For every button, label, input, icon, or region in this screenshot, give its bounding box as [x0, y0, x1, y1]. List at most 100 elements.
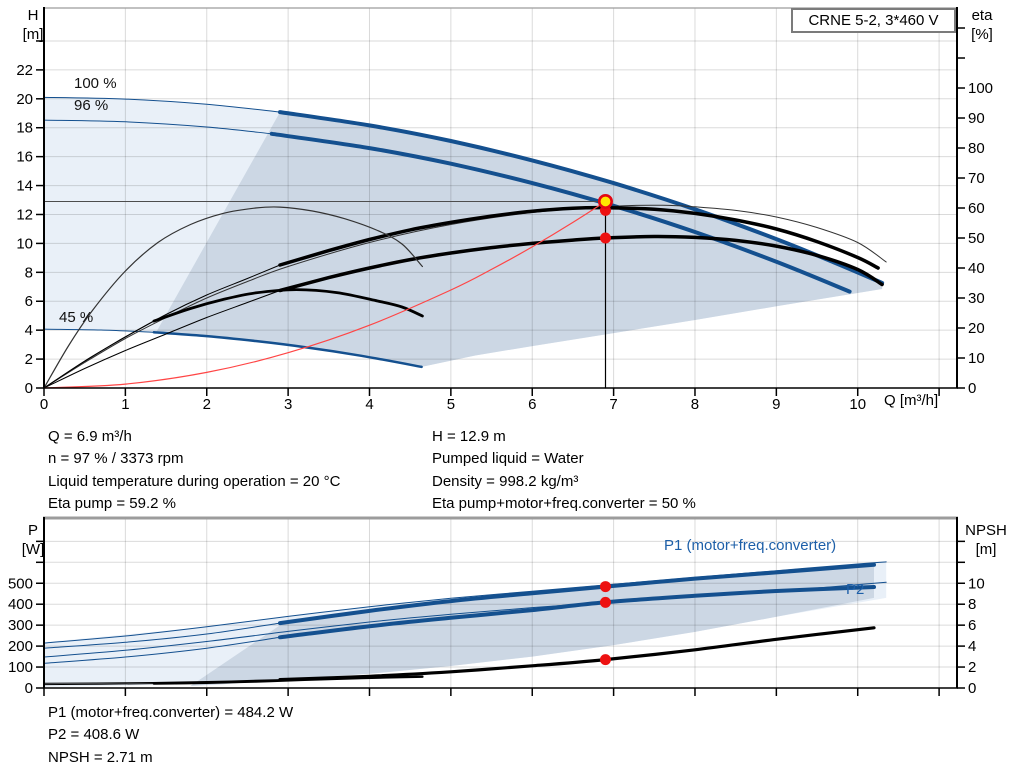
eta-pump-45pct — [43, 206, 423, 389]
left-tick-label: 16 — [16, 149, 33, 166]
left-tick-label: 6 — [25, 293, 33, 310]
info-line-density: Density = 998.2 kg/m³ — [432, 472, 579, 490]
left-tick-label: 200 — [8, 638, 33, 655]
head-efficiency-chart-plot-area[interactable] — [44, 8, 957, 388]
p2-curve-label: P2 — [846, 581, 865, 598]
info-line-p1: P1 (motor+freq.converter) = 484.2 W — [48, 704, 294, 721]
axis-title-eta-unit: [%] — [971, 26, 993, 43]
left-tick-label: 2 — [25, 351, 33, 368]
x-tick-label: 3 — [284, 396, 292, 413]
info-line-liquid: Pumped liquid = Water — [432, 450, 584, 468]
right-tick-label: 10 — [968, 350, 985, 367]
axis-title-npsh: NPSH — [965, 522, 1007, 539]
duty-info-right: H = 12.9 m Pumped liquid = Water Density… — [432, 426, 696, 516]
head-curve-45pct — [152, 331, 423, 369]
duty-info-left: Q = 6.9 m³/h n = 97 % / 3373 rpm Liquid … — [48, 426, 340, 516]
axis-title-h: H — [27, 7, 39, 24]
npsh-duty — [278, 626, 876, 682]
left-tick-label: 18 — [16, 120, 33, 137]
right-axis-title-npsh: NPSH [m] — [956, 521, 1016, 559]
p2-duty — [43, 636, 281, 664]
x-tick-label: 5 — [447, 396, 455, 413]
info-line-p2: P2 = 408.6 W — [48, 726, 140, 744]
left-tick-label: 400 — [8, 596, 33, 613]
eta-total-duty — [278, 234, 884, 293]
eta-total-45pct — [43, 320, 155, 389]
x-tick-label: 0 — [40, 396, 48, 413]
preferred-duty-range — [156, 112, 883, 367]
x-tick-label: 10 — [849, 396, 866, 413]
npsh-value-dot — [599, 654, 611, 666]
speed-label-96pct: 96 % — [74, 97, 109, 114]
head-curve-100pct — [43, 96, 281, 113]
axis-title-npsh-unit: [m] — [975, 541, 997, 558]
system-curve — [43, 200, 607, 389]
right-tick-label: 100 — [968, 80, 993, 97]
left-axis-title-head: H [m] — [14, 6, 52, 44]
left-tick-label: 20 — [16, 91, 33, 108]
left-tick-label: 4 — [25, 322, 33, 339]
p1-duty — [43, 622, 281, 649]
left-tick-label: 500 — [8, 575, 33, 592]
right-tick-label: 8 — [968, 596, 976, 613]
left-tick-label: 100 — [8, 659, 33, 676]
info-line-npsh: NPSH = 2.71 m — [48, 748, 153, 766]
left-tick-label: 0 — [25, 680, 33, 697]
left-tick-label: 8 — [25, 264, 33, 281]
x-tick-label: 6 — [528, 396, 536, 413]
right-tick-label: 30 — [968, 290, 985, 307]
info-line-temperature: Liquid temperature during operation = 20… — [48, 472, 341, 490]
left-tick-label: 300 — [8, 617, 33, 634]
right-tick-label: 0 — [968, 680, 976, 697]
left-axis-title-power: P [W] — [14, 521, 52, 559]
right-tick-label: 10 — [968, 575, 985, 592]
axis-title-eta: eta — [971, 7, 993, 24]
x-tick-label: 7 — [609, 396, 617, 413]
speed-label-100pct: 100 % — [74, 75, 117, 92]
p1-duty — [278, 562, 876, 626]
x-tick-label: 8 — [691, 396, 699, 413]
right-tick-label: 6 — [968, 617, 976, 634]
eta-total-45pct — [152, 288, 424, 323]
info-line-eta-total: Eta pump+motor+freq.converter = 50 % — [432, 495, 696, 513]
left-tick-label: 12 — [16, 206, 33, 223]
right-tick-label: 40 — [968, 260, 985, 277]
x-tick-label: 9 — [772, 396, 780, 413]
eta-pump-duty — [278, 205, 880, 270]
left-tick-label: 14 — [16, 178, 33, 195]
right-tick-label: 2 — [968, 659, 976, 676]
p1-value-dot — [599, 581, 611, 593]
p2-value-dot — [599, 596, 611, 608]
axis-title-p-unit: [W] — [21, 541, 45, 558]
speed-label-45pct: 45 % — [59, 309, 94, 326]
right-tick-label: 50 — [968, 230, 985, 247]
p2-duty — [278, 585, 876, 640]
npsh-45pct — [152, 675, 424, 685]
left-tick-label: 0 — [25, 380, 33, 397]
info-line-h: H = 12.9 m — [432, 428, 506, 445]
duty-info-bottom: P1 (motor+freq.converter) = 484.2 W P2 =… — [48, 702, 293, 769]
right-tick-label: 20 — [968, 320, 985, 337]
npsh-45pct — [43, 683, 155, 686]
info-line-q: Q = 6.9 m³/h — [48, 428, 132, 445]
p1-curve-label: P1 (motor+freq.converter) — [664, 537, 837, 554]
head-curve-96pct — [43, 119, 273, 135]
right-tick-label: 90 — [968, 110, 985, 127]
eta-total-value-dot — [599, 232, 611, 244]
info-line-speed: n = 97 % / 3373 rpm — [48, 450, 184, 468]
right-tick-label: 70 — [968, 170, 985, 187]
right-tick-label: 0 — [968, 380, 976, 397]
x-tick-label: 4 — [365, 396, 373, 413]
right-axis-title-eta: eta [%] — [960, 6, 1004, 44]
info-line-eta-pump: Eta pump = 59.2 % — [48, 495, 176, 513]
axis-title-p: P — [27, 522, 38, 539]
eta-total-duty — [43, 290, 281, 389]
head-curve-45pct — [43, 328, 155, 333]
x-axis-title-q: Q [m³/h] — [884, 392, 939, 409]
x-tick-label: 2 — [203, 396, 211, 413]
x-tick-label: 1 — [121, 396, 129, 413]
duty-point-marker[interactable] — [597, 193, 613, 209]
right-tick-label: 4 — [968, 638, 976, 655]
